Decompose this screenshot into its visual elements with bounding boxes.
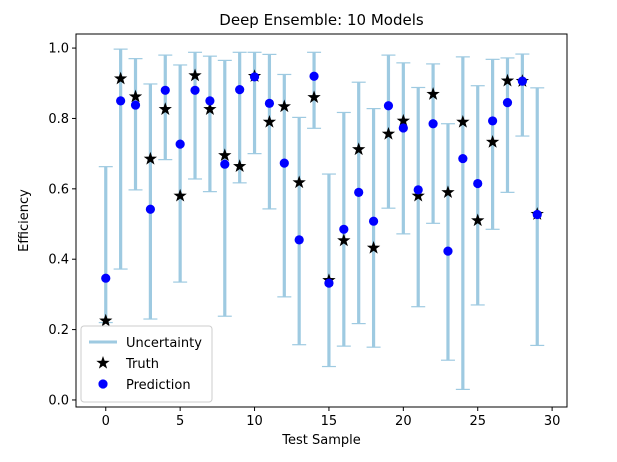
prediction-point bbox=[339, 224, 349, 234]
prediction-point bbox=[235, 84, 245, 95]
prediction-point bbox=[294, 235, 304, 245]
truth-point bbox=[99, 313, 113, 327]
truth-point bbox=[277, 99, 291, 113]
x-tick-label: 30 bbox=[544, 414, 561, 429]
y-tick-label: 0.4 bbox=[48, 253, 69, 268]
prediction-point bbox=[175, 139, 185, 149]
prediction-point bbox=[532, 209, 542, 220]
prediction-point bbox=[145, 204, 155, 214]
prediction-point bbox=[398, 123, 408, 133]
x-tick-label: 15 bbox=[321, 414, 338, 429]
y-tick-label: 0.0 bbox=[48, 393, 69, 408]
truth-point bbox=[456, 114, 470, 128]
prediction-point bbox=[488, 116, 498, 126]
truth-point bbox=[188, 68, 202, 82]
truth-point bbox=[128, 89, 143, 103]
truth-point bbox=[292, 175, 306, 189]
prediction-point bbox=[368, 216, 379, 226]
prediction-point bbox=[324, 278, 334, 288]
x-tick-label: 25 bbox=[469, 414, 486, 429]
x-tick-label: 10 bbox=[246, 414, 263, 429]
prediction-point bbox=[160, 85, 170, 95]
prediction-point bbox=[249, 72, 260, 82]
y-axis-label: Efficiency bbox=[17, 189, 32, 252]
x-tick-label: 5 bbox=[176, 414, 184, 429]
y-tick-label: 0.2 bbox=[48, 323, 69, 338]
truth-point bbox=[337, 233, 351, 247]
truth-point bbox=[218, 148, 232, 162]
truth-point bbox=[143, 151, 158, 165]
truth-point bbox=[203, 102, 217, 115]
prediction-point bbox=[220, 159, 230, 169]
prediction-point bbox=[428, 119, 438, 129]
truth-point bbox=[158, 102, 172, 115]
plot-frame bbox=[75, 33, 568, 408]
prediction-point bbox=[101, 273, 111, 283]
prediction-point bbox=[116, 96, 126, 106]
prediction-point bbox=[383, 101, 394, 111]
prediction-point bbox=[443, 246, 453, 256]
truth-point bbox=[233, 159, 247, 172]
legend-prediction-label: Prediction bbox=[126, 378, 191, 393]
truth-point bbox=[426, 87, 440, 100]
prediction-point bbox=[413, 185, 423, 195]
prediction-point bbox=[130, 100, 141, 110]
truth-point bbox=[471, 213, 485, 227]
x-axis-ticks: 0 5 10 15 20 25 30 bbox=[102, 407, 561, 429]
y-tick-label: 1.0 bbox=[48, 42, 69, 57]
prediction-point bbox=[264, 98, 275, 108]
legend-truth-label: Truth bbox=[125, 357, 159, 372]
y-tick-label: 0.8 bbox=[48, 112, 69, 127]
prediction-point bbox=[279, 158, 289, 168]
prediction-point bbox=[502, 98, 513, 108]
y-tick-label: 0.6 bbox=[48, 182, 69, 197]
legend-prediction-swatch bbox=[98, 379, 108, 389]
truth-point bbox=[411, 188, 425, 202]
prediction-point bbox=[517, 76, 527, 86]
prediction-point bbox=[354, 187, 364, 197]
truth-point bbox=[381, 126, 396, 140]
x-tick-label: 0 bbox=[102, 414, 110, 429]
x-tick-label: 20 bbox=[395, 414, 412, 429]
prediction-point bbox=[190, 85, 200, 95]
prediction-point bbox=[309, 71, 319, 81]
x-axis-label: Test Sample bbox=[281, 433, 360, 448]
truth-point bbox=[352, 142, 366, 156]
truth-point bbox=[366, 240, 381, 254]
legend-truth-swatch bbox=[96, 356, 110, 369]
prediction-point bbox=[205, 96, 215, 106]
legend-truth-star bbox=[96, 356, 110, 369]
chart-title: Deep Ensemble: 10 Models bbox=[219, 11, 424, 29]
truth-point bbox=[262, 114, 277, 128]
legend: Uncertainty Truth Prediction bbox=[80, 325, 213, 403]
legend-uncertainty-label: Uncertainty bbox=[126, 336, 202, 351]
prediction-point bbox=[473, 178, 483, 189]
truth-point bbox=[500, 73, 515, 87]
y-axis-ticks: 0.0 0.2 0.4 0.6 0.8 1.0 bbox=[48, 42, 76, 408]
truth-point bbox=[441, 185, 455, 199]
truth-point bbox=[173, 188, 187, 202]
prediction-point bbox=[458, 153, 468, 164]
prediction-markers bbox=[101, 71, 542, 288]
truth-point bbox=[396, 113, 410, 127]
truth-point bbox=[485, 135, 500, 148]
truth-point bbox=[307, 90, 321, 103]
truth-point bbox=[113, 71, 128, 85]
legend-box bbox=[80, 325, 213, 403]
